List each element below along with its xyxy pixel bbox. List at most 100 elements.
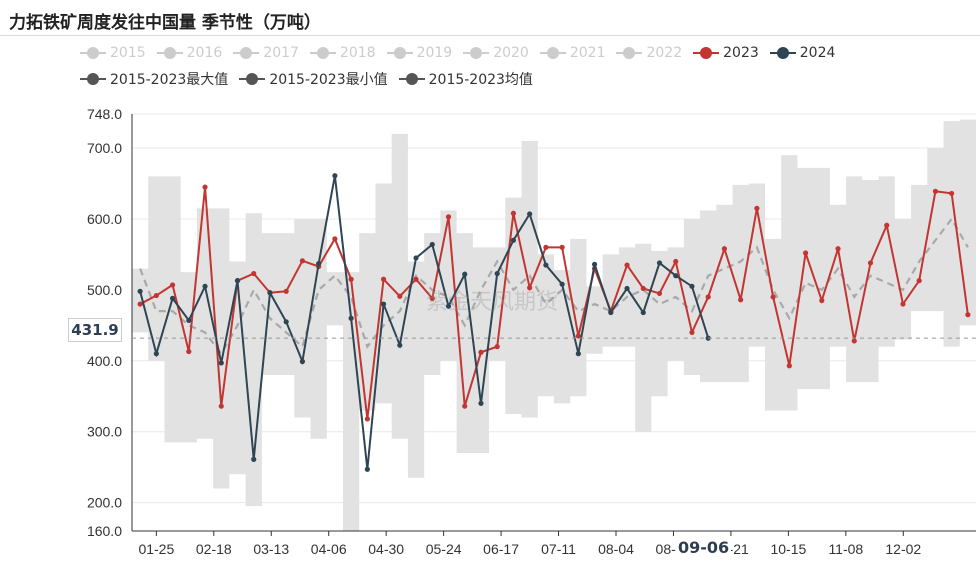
data-point-2024 xyxy=(462,271,468,277)
data-point-2023 xyxy=(429,295,435,301)
y-tick-label: 400.0 xyxy=(87,353,122,369)
data-point-2024 xyxy=(478,400,484,406)
legend-symbol-icon xyxy=(398,73,425,85)
data-point-2024 xyxy=(624,285,630,292)
data-point-2024 xyxy=(251,456,257,462)
data-point-2023 xyxy=(251,270,257,277)
data-point-2023 xyxy=(527,285,533,291)
data-point-2023 xyxy=(413,276,419,282)
legend-label: 2015-2023最小值 xyxy=(269,72,388,88)
data-point-2023 xyxy=(965,312,971,318)
data-point-2023 xyxy=(137,301,143,307)
data-point-2023 xyxy=(575,333,581,339)
data-point-2023 xyxy=(445,214,452,220)
x-tick-label: 11-08 xyxy=(828,541,863,557)
data-point-2024 xyxy=(413,255,419,261)
legend-symbol-icon xyxy=(386,47,413,59)
data-point-2023 xyxy=(738,297,744,303)
legend-item-2019[interactable]: 2019 xyxy=(386,45,452,61)
data-point-2023 xyxy=(332,236,338,242)
data-point-2024 xyxy=(348,315,354,321)
legend-label: 2024 xyxy=(799,45,836,61)
legend-symbol-icon xyxy=(463,47,490,59)
data-point-2023 xyxy=(478,349,484,355)
data-point-2024 xyxy=(429,241,435,248)
title-bar: 力拓铁矿周度发往中国量 季节性（万吨） xyxy=(0,0,980,36)
data-point-2024 xyxy=(575,351,581,357)
legend-item-2015-2023均值[interactable]: 2015-2023均值 xyxy=(398,69,533,89)
watermark: 紫金天风期货 xyxy=(426,290,559,315)
legend-item-2015-2023最大值[interactable]: 2015-2023最大值 xyxy=(80,69,228,89)
data-point-2024 xyxy=(283,319,289,325)
x-tick-label: 05-24 xyxy=(426,541,462,557)
data-point-2023 xyxy=(462,403,468,409)
data-point-2023 xyxy=(949,190,955,197)
data-point-2024 xyxy=(559,281,565,287)
x-tick-label: 04-06 xyxy=(311,541,347,557)
legend-item-2015[interactable]: 2015 xyxy=(80,45,146,61)
data-point-2023 xyxy=(153,292,159,299)
legend-symbol-icon xyxy=(693,47,720,59)
legend-label: 2015 xyxy=(110,45,146,61)
legend-item-2022[interactable]: 2022 xyxy=(616,45,682,61)
legend: 2015 2016 2017 2018 2019 2020 2021 2022 2023 2024… xyxy=(80,40,970,92)
legend-label: 2020 xyxy=(493,45,529,61)
legend-symbol-icon xyxy=(156,47,183,59)
x-tick-label: 01-25 xyxy=(138,541,174,557)
data-point-2023 xyxy=(786,363,792,369)
x-tick-label: 03-13 xyxy=(253,541,289,557)
data-point-2023 xyxy=(851,338,857,344)
y-tick-label: 600.0 xyxy=(87,211,122,227)
data-point-2023 xyxy=(494,344,500,350)
data-point-2023 xyxy=(559,244,565,250)
legend-item-2024[interactable]: 2024 xyxy=(769,45,836,61)
legend-item-2021[interactable]: 2021 xyxy=(539,45,605,61)
data-point-2023 xyxy=(510,210,517,216)
y-tick-label: 300.0 xyxy=(87,424,122,440)
legend-item-2017[interactable]: 2017 xyxy=(233,45,299,61)
data-point-2023 xyxy=(900,301,906,307)
x-tick-label: 04-30 xyxy=(368,541,404,557)
data-point-2023 xyxy=(802,250,809,256)
data-point-2023 xyxy=(397,293,403,299)
data-point-2024 xyxy=(543,262,549,268)
x-tick-label: 12-02 xyxy=(885,541,921,557)
legend-row: 2015 2016 2017 2018 2019 2020 2021 2022 2023 2024 xyxy=(80,40,970,66)
legend-label: 2023 xyxy=(723,45,759,61)
chart-title: 力拓铁矿周度发往中国量 季节性（万吨） xyxy=(9,13,321,33)
legend-item-2018[interactable]: 2018 xyxy=(309,45,376,61)
data-point-2023 xyxy=(299,258,306,264)
data-point-2024 xyxy=(234,278,241,284)
data-point-2023 xyxy=(640,285,646,292)
data-point-2024 xyxy=(591,261,598,267)
data-point-2023 xyxy=(689,329,695,336)
legend-symbol-icon xyxy=(80,47,106,59)
data-point-2023 xyxy=(705,294,711,300)
y-crosshair-readout: 431.9 xyxy=(68,318,122,342)
data-point-2023 xyxy=(348,276,354,282)
legend-item-2020[interactable]: 2020 xyxy=(463,45,529,61)
legend-item-2023[interactable]: 2023 xyxy=(693,45,759,61)
legend-label: 2015-2023最大值 xyxy=(110,72,229,88)
legend-symbol-icon xyxy=(233,47,260,59)
data-point-2023 xyxy=(835,246,841,252)
data-point-2023 xyxy=(721,246,728,252)
data-point-2024 xyxy=(510,237,517,243)
data-point-2024 xyxy=(332,173,338,179)
legend-symbol-icon xyxy=(616,47,643,59)
legend-label: 2018 xyxy=(339,45,376,61)
data-point-2024 xyxy=(494,270,500,277)
x-tick-label: 08-04 xyxy=(598,541,634,557)
data-point-2023 xyxy=(364,416,370,422)
legend-item-2016[interactable]: 2016 xyxy=(156,45,222,61)
data-point-2024 xyxy=(202,283,208,289)
x-tick-label: 06-17 xyxy=(483,541,519,557)
legend-symbol-icon xyxy=(309,47,336,59)
data-point-2024 xyxy=(169,295,176,301)
legend-item-2015-2023最小值[interactable]: 2015-2023最小值 xyxy=(239,69,388,89)
data-point-2024 xyxy=(656,260,663,266)
legend-label: 2015-2023均值 xyxy=(428,72,533,88)
data-point-2023 xyxy=(916,278,922,284)
y-tick-label: 160.0 xyxy=(87,523,122,539)
